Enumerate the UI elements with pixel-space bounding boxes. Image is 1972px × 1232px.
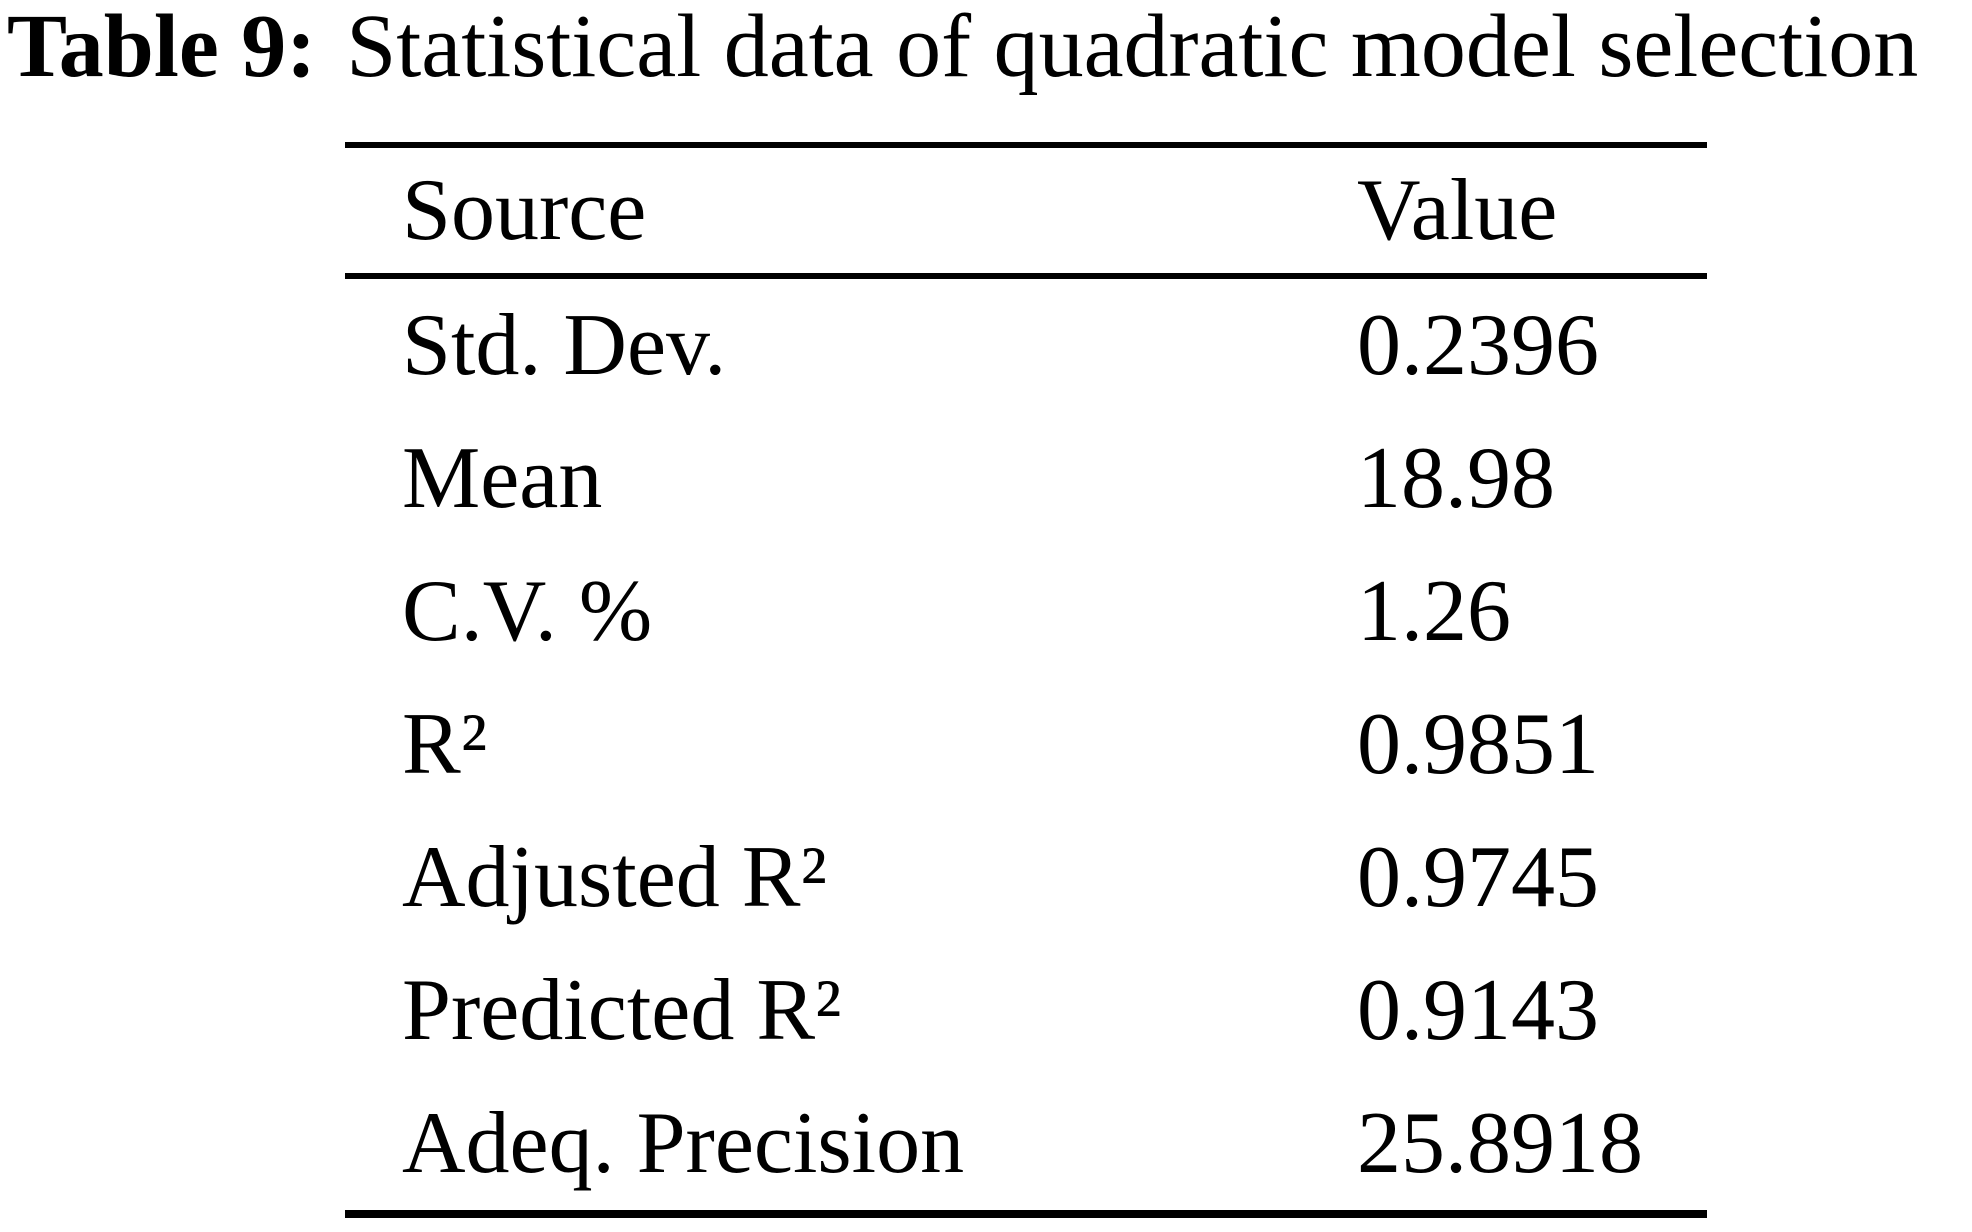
row-source-label: Adjusted R² <box>402 828 827 926</box>
row-source-label: Adeq. Precision <box>402 1094 965 1192</box>
row-value: 18.98 <box>1357 429 1555 527</box>
row-value: 0.2396 <box>1357 296 1599 394</box>
table-header-row: Source Value <box>345 148 1707 273</box>
row-source-label: Predicted R² <box>402 961 842 1059</box>
column-header-source: Source <box>402 161 647 259</box>
table-bottom-rule <box>345 1210 1707 1218</box>
row-value: 25.8918 <box>1357 1094 1643 1192</box>
table-row: Predicted R² 0.9143 <box>345 944 1707 1077</box>
row-source-label: R² <box>402 695 488 793</box>
statistics-table: Source Value Std. Dev. 0.2396 Mean 18.98… <box>345 142 1707 1218</box>
row-value: 1.26 <box>1357 562 1511 660</box>
table-caption-text: Statistical data of quadratic model sele… <box>346 0 1919 96</box>
table-caption-number: Table 9: <box>7 0 317 96</box>
row-source-label: C.V. % <box>402 562 653 660</box>
table-header-rule <box>345 273 1707 279</box>
table-top-rule <box>345 142 1707 148</box>
table-row: Adeq. Precision 25.8918 <box>345 1077 1707 1210</box>
row-value: 0.9851 <box>1357 695 1599 793</box>
row-source-label: Mean <box>402 429 603 527</box>
row-source-label: Std. Dev. <box>402 296 727 394</box>
row-value: 0.9745 <box>1357 828 1599 926</box>
table-row: Adjusted R² 0.9745 <box>345 811 1707 944</box>
table-row: C.V. % 1.26 <box>345 545 1707 678</box>
table-row: Std. Dev. 0.2396 <box>345 279 1707 412</box>
table-caption: Table 9: Statistical data of quadratic mo… <box>7 2 1918 92</box>
row-value: 0.9143 <box>1357 961 1599 1059</box>
table-row: Mean 18.98 <box>345 412 1707 545</box>
column-header-value: Value <box>1357 161 1558 259</box>
table-row: R² 0.9851 <box>345 678 1707 811</box>
